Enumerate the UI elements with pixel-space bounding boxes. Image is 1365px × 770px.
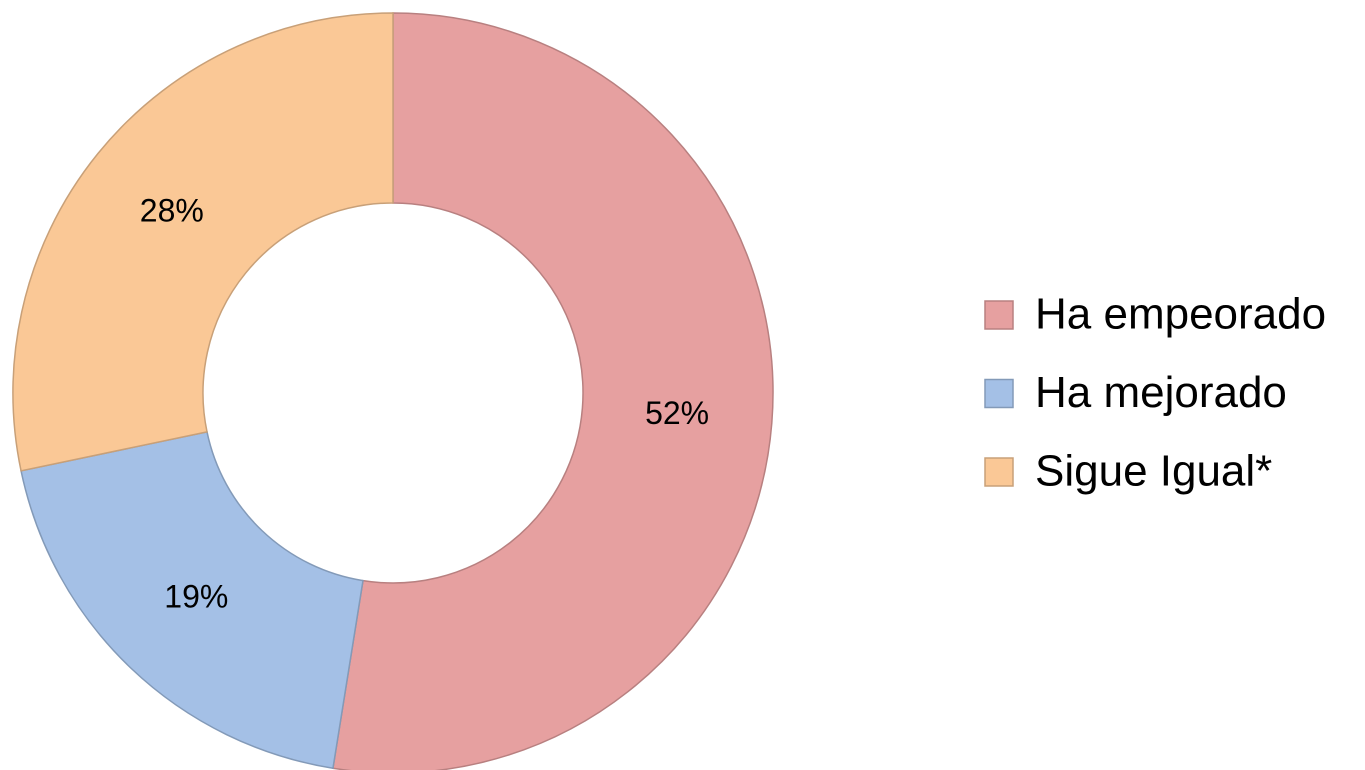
donut-segment <box>20 431 364 770</box>
legend-label: Ha mejorado <box>1035 368 1287 417</box>
legend-label: Sigue Igual* <box>1035 447 1272 496</box>
legend-swatch <box>984 457 1014 487</box>
data-label: 19% <box>164 579 228 615</box>
data-label: 52% <box>645 395 709 431</box>
legend-swatch <box>984 378 1014 409</box>
data-label: 28% <box>140 193 204 229</box>
legend-label: Ha empeorado <box>1035 290 1326 339</box>
donut-segment <box>12 12 394 472</box>
donut-segment <box>332 12 774 770</box>
legend-swatch <box>984 300 1014 330</box>
